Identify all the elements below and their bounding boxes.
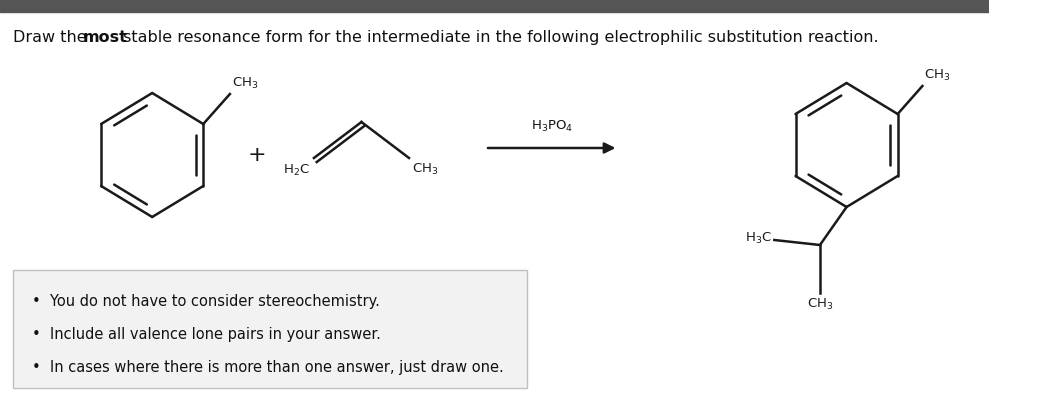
- Text: CH$_3$: CH$_3$: [412, 162, 438, 177]
- Text: H$_3$PO$_4$: H$_3$PO$_4$: [530, 119, 573, 134]
- Text: H$_3$C: H$_3$C: [745, 230, 772, 246]
- Bar: [14, 270, 527, 388]
- Text: stable resonance form for the intermediate in the following electrophilic substi: stable resonance form for the intermedia…: [118, 30, 879, 45]
- Bar: [0, 0, 989, 12]
- Text: H$_2$C: H$_2$C: [283, 163, 310, 178]
- Text: most: most: [83, 30, 128, 45]
- Text: CH$_3$: CH$_3$: [807, 297, 833, 312]
- Text: Draw the: Draw the: [14, 30, 93, 45]
- Text: +: +: [248, 145, 266, 165]
- Text: •  In cases where there is more than one answer, just draw one.: • In cases where there is more than one …: [32, 360, 504, 375]
- Text: •  Include all valence lone pairs in your answer.: • Include all valence lone pairs in your…: [32, 327, 382, 342]
- Text: •  You do not have to consider stereochemistry.: • You do not have to consider stereochem…: [32, 294, 381, 309]
- Text: CH$_3$: CH$_3$: [925, 68, 951, 83]
- Text: CH$_3$: CH$_3$: [232, 76, 258, 91]
